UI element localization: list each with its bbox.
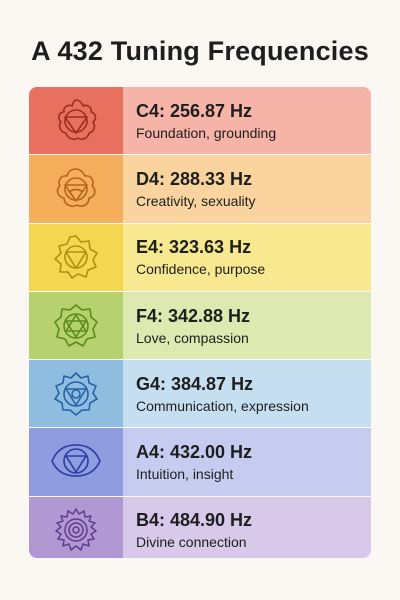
frequency-label: E4: 323.63 Hz [136, 237, 252, 258]
icon-cell [29, 360, 123, 428]
frequency-row-c4: C4: 256.87 Hz Foundation, grounding [29, 87, 371, 155]
frequency-description: Creativity, sexuality [136, 192, 256, 209]
heart-chakra-icon [54, 303, 98, 347]
frequency-description: Divine connection [136, 534, 247, 551]
frequency-description: Intuition, insight [136, 466, 234, 483]
frequency-description: Confidence, purpose [136, 261, 266, 278]
page-title: A 432 Tuning Frequencies [31, 36, 369, 66]
text-cell: B4: 484.90 Hz Divine connection [123, 496, 371, 558]
icon-cell [29, 496, 123, 558]
text-cell: A4: 432.00 Hz Intuition, insight [123, 428, 371, 496]
icon-cell [29, 223, 123, 291]
text-cell: E4: 323.63 Hz Confidence, purpose [123, 223, 371, 291]
frequency-label: G4: 384.87 Hz [136, 373, 254, 394]
third-eye-chakra-icon [51, 444, 101, 477]
frequency-row-f4: F4: 342.88 Hz Love, compassion [29, 290, 371, 360]
frequency-label: F4: 342.88 Hz [136, 305, 251, 326]
icon-cell [29, 428, 123, 496]
icon-cell [29, 87, 123, 155]
sacral-chakra-icon [56, 168, 96, 207]
crown-chakra-icon [55, 508, 97, 552]
frequency-row-a4: A4: 432.00 Hz Intuition, insight [29, 427, 371, 496]
frequency-label: D4: 288.33 Hz [136, 168, 253, 189]
frequency-description: Love, compassion [136, 329, 249, 346]
frequency-label: B4: 484.90 Hz [136, 510, 253, 531]
text-cell: D4: 288.33 Hz Creativity, sexuality [123, 155, 371, 223]
icon-cell [29, 291, 123, 360]
frequency-row-d4: D4: 288.33 Hz Creativity, sexuality [29, 154, 371, 223]
frequency-row-g4: G4: 384.87 Hz Communication, expression [29, 359, 371, 428]
solar-plexus-chakra-icon [54, 235, 98, 280]
root-chakra-icon [58, 98, 97, 140]
frequency-label: C4: 256.87 Hz [136, 100, 253, 121]
text-cell: F4: 342.88 Hz Love, compassion [123, 291, 371, 360]
text-cell: C4: 256.87 Hz Foundation, grounding [123, 87, 371, 155]
frequency-description: Communication, expression [136, 397, 309, 414]
frequency-table: C4: 256.87 Hz Foundation, grounding D4: … [29, 87, 371, 558]
frequency-description: Foundation, grounding [136, 124, 277, 141]
frequency-row-b4: B4: 484.90 Hz Divine connection [29, 495, 371, 558]
icon-cell [29, 155, 123, 223]
text-cell: G4: 384.87 Hz Communication, expression [123, 360, 371, 428]
frequency-label: A4: 432.00 Hz [136, 442, 253, 463]
throat-chakra-icon [54, 372, 98, 416]
frequency-row-e4: E4: 323.63 Hz Confidence, purpose [29, 222, 371, 291]
